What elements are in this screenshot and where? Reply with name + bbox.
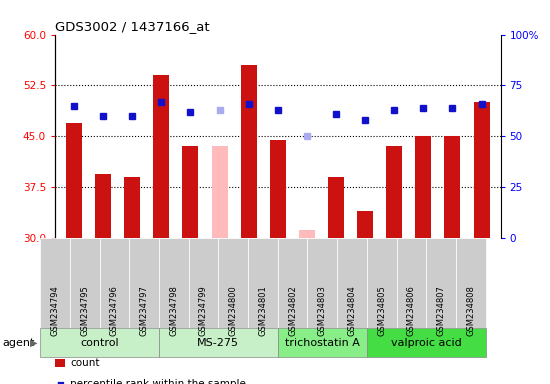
Bar <box>357 211 373 238</box>
Bar <box>444 136 460 238</box>
Text: GSM234795: GSM234795 <box>80 285 89 336</box>
Text: GSM234806: GSM234806 <box>407 285 416 336</box>
Bar <box>386 147 402 238</box>
Text: GSM234808: GSM234808 <box>466 285 475 336</box>
Text: GSM234794: GSM234794 <box>51 285 59 336</box>
Text: GSM234799: GSM234799 <box>199 285 208 336</box>
Text: GSM234800: GSM234800 <box>229 285 238 336</box>
Bar <box>328 177 344 238</box>
Text: GSM234802: GSM234802 <box>288 285 297 336</box>
Text: GSM234796: GSM234796 <box>110 285 119 336</box>
Text: ■: ■ <box>56 379 64 384</box>
Bar <box>66 123 82 238</box>
Bar <box>183 147 199 238</box>
Text: GDS3002 / 1437166_at: GDS3002 / 1437166_at <box>55 20 210 33</box>
Bar <box>153 75 169 238</box>
Text: GSM234803: GSM234803 <box>318 285 327 336</box>
Text: GSM234804: GSM234804 <box>348 285 356 336</box>
Text: MS-275: MS-275 <box>197 338 239 348</box>
Text: agent: agent <box>3 338 35 348</box>
Bar <box>299 230 315 238</box>
Text: GSM234807: GSM234807 <box>437 285 446 336</box>
Bar <box>270 140 286 238</box>
Text: trichostatin A: trichostatin A <box>285 338 360 348</box>
Bar <box>241 65 257 238</box>
Text: count: count <box>70 358 100 368</box>
Text: control: control <box>80 338 119 348</box>
Bar <box>415 136 431 238</box>
Text: ▶: ▶ <box>30 338 38 348</box>
Bar <box>95 174 111 238</box>
Text: GSM234798: GSM234798 <box>169 285 178 336</box>
Text: GSM234801: GSM234801 <box>258 285 267 336</box>
Text: valproic acid: valproic acid <box>391 338 461 348</box>
Bar <box>212 147 228 238</box>
Text: percentile rank within the sample: percentile rank within the sample <box>70 379 246 384</box>
Text: GSM234797: GSM234797 <box>140 285 148 336</box>
Text: GSM234805: GSM234805 <box>377 285 386 336</box>
Bar <box>124 177 140 238</box>
Bar <box>474 103 490 238</box>
